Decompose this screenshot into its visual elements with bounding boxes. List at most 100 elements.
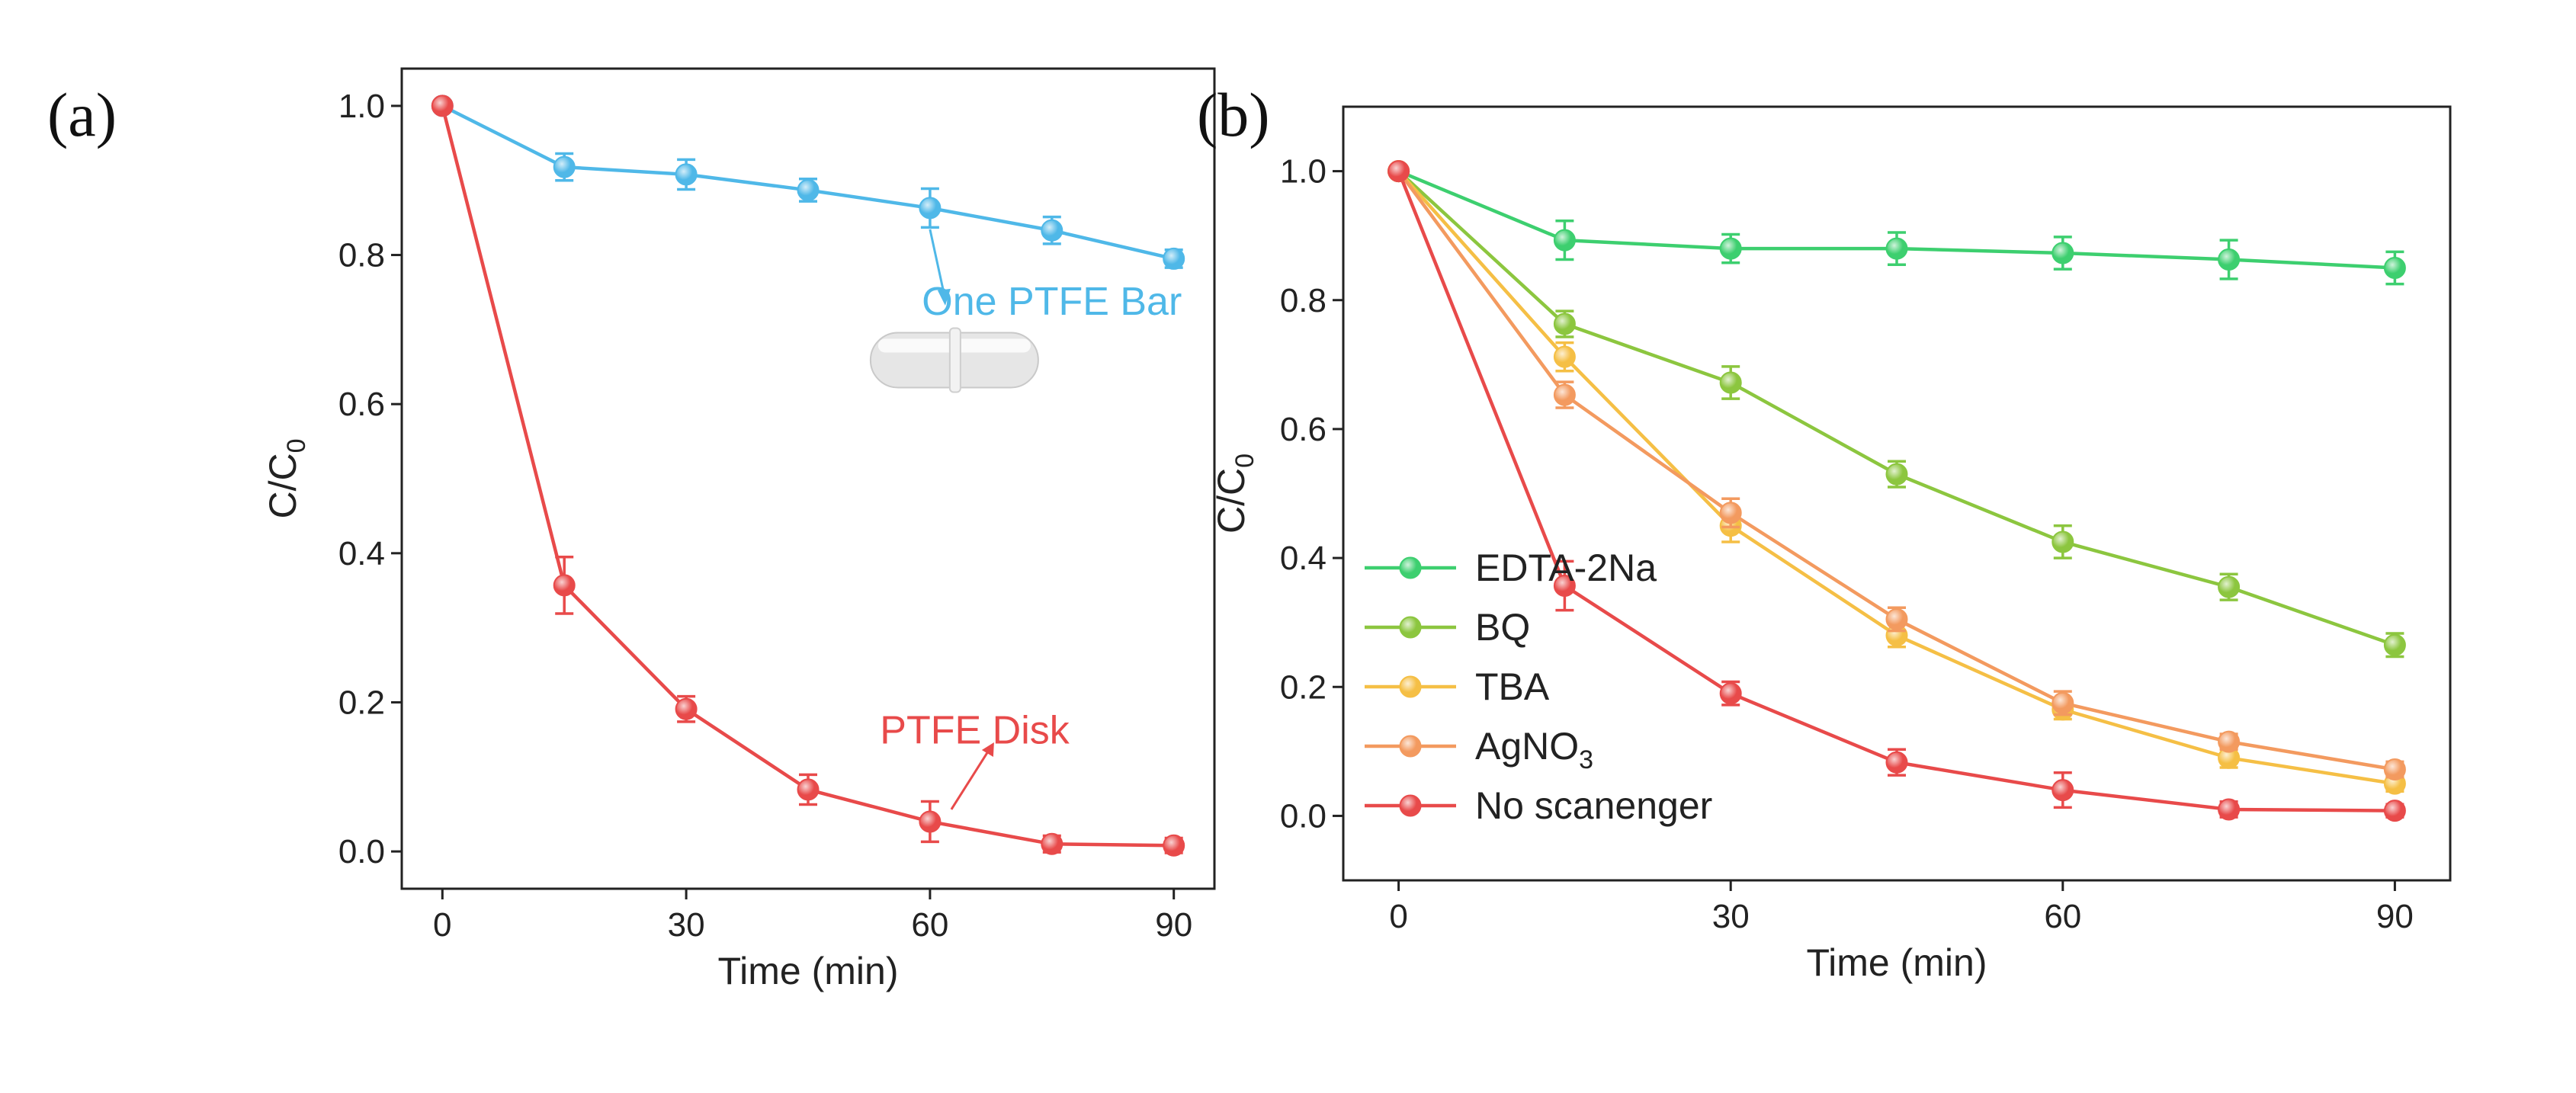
y-axis-label: C/C0 — [261, 438, 311, 518]
data-point — [1041, 219, 1063, 242]
data-point — [1163, 834, 1185, 857]
legend-label: AgNO3 — [1475, 725, 1593, 774]
data-point — [2051, 530, 2074, 553]
x-axis-label: Time (min) — [717, 950, 898, 992]
annotation-arrow — [950, 748, 991, 810]
data-point — [1719, 371, 1742, 394]
legend-marker — [1399, 556, 1422, 579]
plot-frame — [400, 67, 1216, 890]
legend-label: No scanenger — [1475, 784, 1712, 827]
y-tick-label: 0.0 — [338, 833, 385, 870]
data-point — [2383, 758, 2406, 781]
y-tick-label: 0.8 — [338, 237, 385, 274]
x-tick-label: 90 — [2376, 898, 2414, 935]
data-point — [675, 697, 698, 720]
panel-label: (a) — [47, 80, 117, 149]
legend-marker — [1399, 675, 1422, 698]
y-axis-label-subscript: 0 — [1230, 454, 1259, 468]
series-line — [1397, 170, 2395, 813]
x-tick-label: 60 — [2044, 898, 2081, 935]
legend-label-text: AgNO — [1475, 725, 1579, 768]
data-point — [1553, 574, 1576, 597]
data-point — [2051, 691, 2074, 714]
legend-label-text: No scanenger — [1475, 784, 1712, 827]
y-tick-label: 0.6 — [338, 386, 385, 423]
data-point — [2383, 256, 2406, 279]
annotation-arrowhead — [981, 742, 994, 757]
y-tick-label: 0.6 — [1280, 411, 1326, 448]
data-point — [1553, 229, 1576, 252]
data-point — [797, 178, 820, 201]
data-point — [1885, 237, 1908, 260]
x-tick-label: 0 — [1389, 898, 1407, 935]
data-point — [1041, 832, 1063, 855]
legend-label-text: TBA — [1475, 665, 1550, 708]
data-point — [1553, 383, 1576, 406]
data-point — [1163, 247, 1185, 270]
data-point — [2051, 779, 2074, 802]
x-axis-label: Time (min) — [1806, 941, 1987, 984]
legend-marker — [1399, 735, 1422, 758]
legend-label-text: BQ — [1475, 606, 1530, 649]
plot-frame — [1342, 105, 2452, 882]
legend-label: EDTA-2Na — [1475, 546, 1657, 589]
annotation-label-one-ptfe-bar: One PTFE Bar — [922, 280, 1182, 324]
y-tick-label: 0.2 — [338, 684, 385, 721]
data-point — [1387, 160, 1410, 183]
legend-label-subscript: 3 — [1579, 745, 1593, 774]
data-point — [2218, 575, 2241, 598]
data-point — [1553, 345, 1576, 368]
y-tick-label: 1.0 — [338, 88, 385, 125]
data-point — [2383, 800, 2406, 822]
data-point — [553, 155, 576, 178]
data-point — [2051, 242, 2074, 264]
data-point — [919, 197, 942, 220]
annotation-arrow — [929, 229, 947, 300]
data-point — [675, 163, 698, 186]
data-point — [1719, 682, 1742, 705]
y-axis-label-main: C/C — [261, 453, 304, 518]
data-point — [919, 810, 942, 833]
y-axis-label-subscript: 0 — [282, 438, 311, 453]
data-point — [1719, 237, 1742, 260]
legend-marker — [1399, 794, 1422, 817]
legend: EDTA-2Na BQ TBA AgNO3 No scanenger — [1365, 546, 1712, 827]
ptfe-stir-bar-ring — [948, 327, 961, 393]
annotation-arrowhead — [937, 288, 951, 306]
legend-label: BQ — [1475, 606, 1530, 649]
x-tick-label: 0 — [433, 906, 451, 944]
legend-marker — [1399, 616, 1422, 639]
data-point — [2218, 730, 2241, 753]
data-point — [1885, 463, 1908, 486]
data-point — [1719, 502, 1742, 524]
x-tick-label: 30 — [668, 906, 705, 944]
panel-label: (b) — [1197, 80, 1270, 149]
data-point — [797, 778, 820, 801]
legend-label: TBA — [1475, 665, 1550, 708]
x-tick-label: 60 — [911, 906, 948, 944]
y-tick-label: 1.0 — [1280, 153, 1326, 191]
y-tick-label: 0.4 — [338, 535, 385, 572]
series-group — [1387, 160, 2406, 822]
data-point — [1885, 607, 1908, 630]
annotation-label-ptfe-disk: PTFE Disk — [880, 708, 1070, 752]
data-point — [2218, 248, 2241, 271]
data-point — [1885, 751, 1908, 774]
data-point — [2383, 633, 2406, 656]
y-tick-label: 0.8 — [1280, 282, 1326, 319]
y-tick-label: 0.2 — [1280, 668, 1326, 706]
data-point — [1553, 313, 1576, 335]
y-axis-label-main: C/C — [1210, 468, 1253, 534]
series-group — [431, 95, 1185, 857]
x-tick-label: 90 — [1155, 906, 1192, 944]
data-point — [431, 95, 454, 117]
y-tick-label: 0.4 — [1280, 540, 1326, 577]
data-point — [553, 574, 576, 597]
y-axis-label: C/C0 — [1210, 454, 1259, 534]
legend-label-text: EDTA-2Na — [1475, 546, 1657, 589]
x-tick-label: 30 — [1712, 898, 1750, 935]
y-tick-label: 0.0 — [1280, 797, 1326, 835]
